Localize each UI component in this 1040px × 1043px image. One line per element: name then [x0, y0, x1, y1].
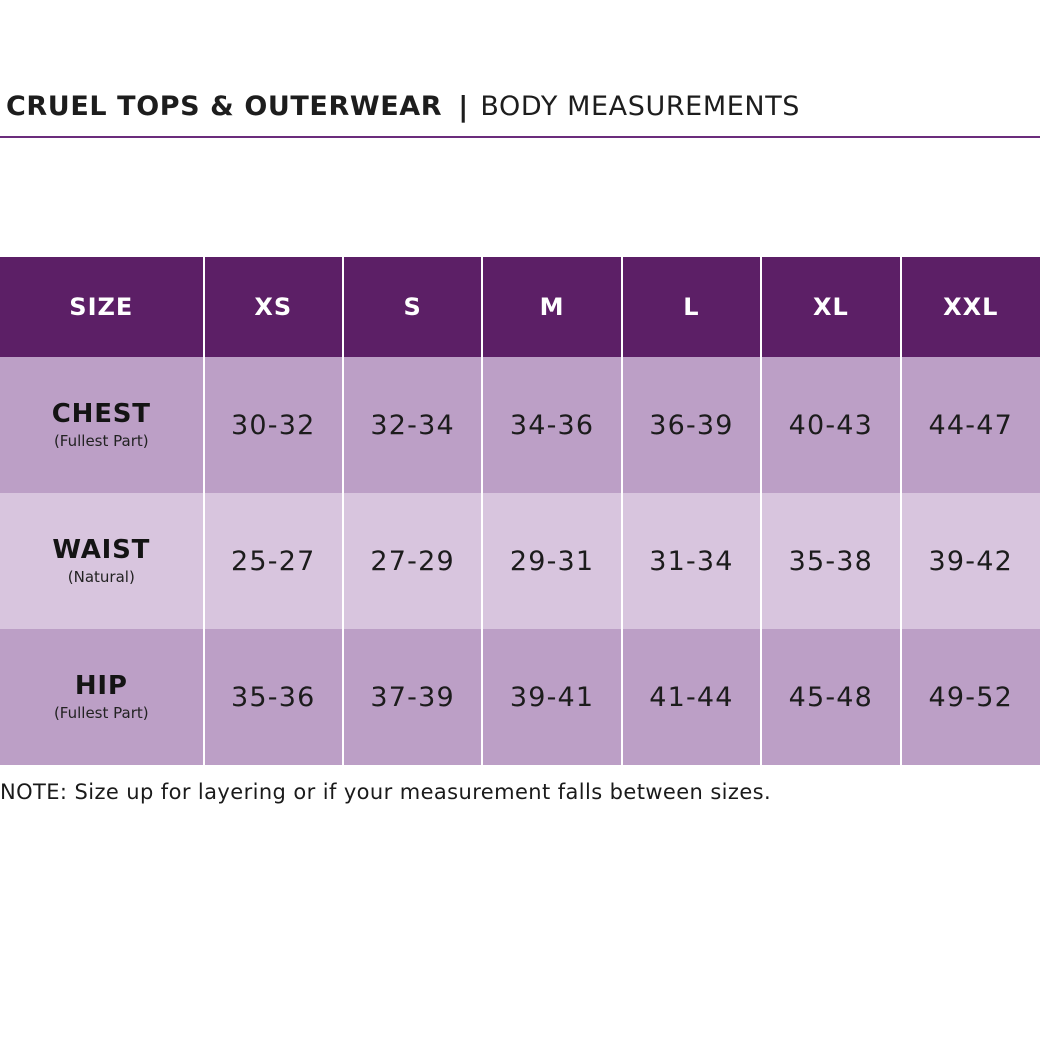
waist-xxl-value: 39-42: [928, 545, 1013, 577]
page-title: CRUEL TOPS & OUTERWEAR | BODY MEASUREMEN…: [6, 86, 800, 126]
header-size-l: L: [621, 257, 763, 357]
table-row-waist: WAIST (Natural) 25-27 27-29 29-31 31-34 …: [0, 493, 1040, 629]
row-label-cell: WAIST (Natural): [0, 493, 205, 629]
chest-xxl-value: 44-47: [928, 409, 1013, 441]
table-cell: 30-32: [203, 357, 344, 493]
row-label-hip: HIP: [74, 671, 128, 701]
row-sublabel-waist: (Natural): [67, 568, 135, 586]
hip-xxl-value: 49-52: [928, 681, 1013, 713]
waist-m-value: 29-31: [509, 545, 595, 577]
table-cell: 27-29: [342, 493, 484, 629]
waist-xs-value: 25-27: [231, 545, 316, 577]
hip-xs-value: 35-36: [231, 681, 316, 713]
table-row-chest: CHEST (Fullest Part) 30-32 32-34 34-36 3…: [0, 357, 1040, 493]
sizing-note: NOTE: Size up for layering or if your me…: [0, 780, 772, 804]
title-separator: |: [458, 89, 469, 123]
table-header-row: SIZE XS S M L XL XXL: [0, 257, 1040, 357]
page-subtitle: BODY MEASUREMENTS: [480, 90, 801, 122]
table-cell: 45-48: [761, 629, 902, 765]
header-size-xl: XL: [761, 257, 902, 357]
table-cell: 35-36: [203, 629, 344, 765]
hip-l-value: 41-44: [649, 681, 734, 713]
chest-xs-value: 30-32: [231, 409, 316, 441]
waist-xl-value: 35-38: [788, 545, 874, 577]
chest-l-value: 36-39: [649, 409, 734, 441]
table-cell: 41-44: [621, 629, 763, 765]
chest-m-value: 34-36: [509, 409, 595, 441]
waist-s-value: 27-29: [370, 545, 455, 577]
row-label-cell: CHEST (Fullest Part): [0, 357, 205, 493]
header-size-m: M: [482, 257, 623, 357]
table-cell: 40-43: [761, 357, 902, 493]
table-cell: 39-41: [482, 629, 623, 765]
table-cell: 35-38: [761, 493, 902, 629]
table-cell: 37-39: [342, 629, 484, 765]
header-size-label: SIZE: [0, 257, 205, 357]
chest-s-value: 32-34: [370, 409, 455, 441]
table-cell: 29-31: [482, 493, 623, 629]
header-divider: [0, 136, 1040, 138]
row-label-chest: CHEST: [51, 399, 151, 429]
table-cell: 36-39: [621, 357, 763, 493]
table-row-hip: HIP (Fullest Part) 35-36 37-39 39-41 41-…: [0, 629, 1040, 765]
hip-s-value: 37-39: [370, 681, 455, 713]
hip-xl-value: 45-48: [788, 681, 874, 713]
header-size-s: S: [342, 257, 484, 357]
row-label-waist: WAIST: [52, 535, 151, 565]
waist-l-value: 31-34: [649, 545, 734, 577]
hip-m-value: 39-41: [509, 681, 595, 713]
row-label-cell: HIP (Fullest Part): [0, 629, 205, 765]
table-cell: 34-36: [482, 357, 623, 493]
size-chart-table: SIZE XS S M L XL XXL CHEST (Fullest Part…: [0, 257, 1040, 765]
table-cell: 39-42: [900, 493, 1040, 629]
table-cell: 31-34: [621, 493, 763, 629]
table-cell: 49-52: [900, 629, 1040, 765]
header-size-xxl: XXL: [900, 257, 1040, 357]
row-sublabel-chest: (Fullest Part): [53, 432, 149, 450]
table-cell: 32-34: [342, 357, 484, 493]
row-sublabel-hip: (Fullest Part): [53, 704, 149, 722]
brand-title: CRUEL TOPS & OUTERWEAR: [6, 90, 443, 122]
table-cell: 25-27: [203, 493, 344, 629]
chest-xl-value: 40-43: [788, 409, 874, 441]
header-size-xs: XS: [203, 257, 344, 357]
table-cell: 44-47: [900, 357, 1040, 493]
